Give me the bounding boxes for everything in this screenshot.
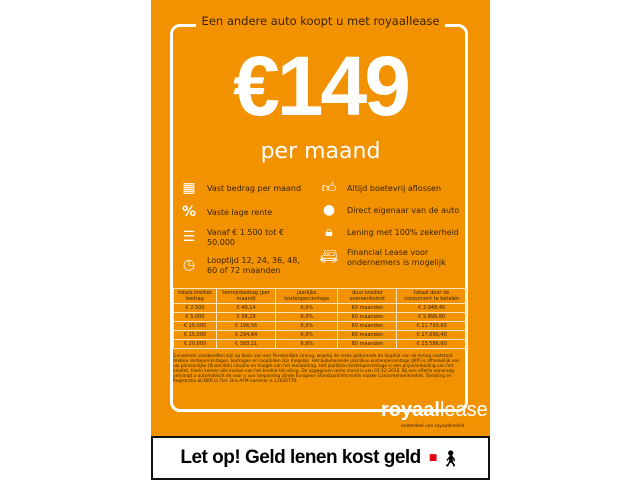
feature-duration: ◷ Looptijd 12, 24, 36, 48, 60 of 72 maand… xyxy=(182,256,300,275)
table-cell: 60 maanden xyxy=(337,330,398,340)
exit-sign-icon: ■ xyxy=(428,453,438,463)
table-row: € 5.000 € 98,28 6,9% 60 maanden € 5.896,80 xyxy=(173,312,467,322)
advertisement-poster: Een andere auto koopt u met royaallease … xyxy=(151,0,490,480)
table-cell: € 49,14 xyxy=(215,303,277,313)
feature-fixed-amount: ▦ Vast bedrag per maand xyxy=(182,180,302,197)
table-cell: 6,9% xyxy=(275,303,339,313)
table-cell: € 17.690,40 xyxy=(396,330,467,340)
table-cell: € 393,11 xyxy=(215,339,277,349)
table-cell: 6,9% xyxy=(275,312,339,322)
logo-subtitle: onderdeel van royaalkrediet xyxy=(401,424,465,429)
table-cell: 60 maanden xyxy=(337,339,398,349)
column-header: termijnbedrag (per maand) xyxy=(215,288,277,304)
table-row: € 2.500 € 49,14 6,9% 60 maanden € 2.948,40 xyxy=(173,303,467,313)
table-cell: 60 maanden xyxy=(337,312,398,322)
fine-print: Genoemde voorbeelden zijn op basis van e… xyxy=(173,354,460,384)
table-cell: € 5.896,80 xyxy=(396,312,467,322)
lock-icon: 🔒︎ xyxy=(325,224,333,241)
feature-amount-range: ☰ Vanaf € 1.500 tot € 50.000 xyxy=(181,226,291,250)
table-cell: € 20.000 xyxy=(173,339,217,349)
table-cell: € 10.000 xyxy=(173,321,217,331)
column-header: jaarlijks kostenpercentage xyxy=(275,288,339,304)
table-row: € 15.000 € 294,84 6,9% 60 maanden € 17.690,4… xyxy=(173,330,467,340)
walking-person-icon: 🚶︎ xyxy=(440,448,461,468)
table-cell: 60 maanden xyxy=(337,303,398,313)
thumbs-up-icon: 👍︎ xyxy=(321,180,337,197)
percent-icon: % xyxy=(181,204,197,221)
table-cell: € 2.948,40 xyxy=(396,303,467,313)
column-header: totaal door de consument te betalen xyxy=(396,288,467,304)
column-header: duur krediet overeenkomst xyxy=(337,288,398,304)
table-row: € 10.000 € 196,56 6,9% 60 maanden € 11.793,6… xyxy=(173,321,467,331)
table-cell: € 2.500 xyxy=(173,303,217,313)
royaallease-logo: royaallease xyxy=(381,399,488,421)
feature-certainty: 🔒︎ Lening met 100% zekerheid xyxy=(321,224,466,241)
coins-icon: ☰ xyxy=(182,229,196,246)
table-cell: € 98,28 xyxy=(215,312,277,322)
clock-icon: ◷ xyxy=(182,257,196,274)
per-month: per maand xyxy=(260,139,381,164)
feature-repay: 👍︎ Altijd boetevrij aflossen xyxy=(321,180,442,197)
table-cell: € 5.000 xyxy=(173,312,217,322)
feature-owner: ● Direct eigenaar van de auto xyxy=(322,202,460,219)
column-header: totale krediet bedrag xyxy=(173,288,217,304)
feature-low-rate: % Vaste lage rente xyxy=(181,204,273,221)
price: €149 xyxy=(233,39,411,133)
table-cell: 6,9% xyxy=(275,330,339,340)
table-cell: € 11.793,60 xyxy=(396,321,467,331)
table-cell: € 196,56 xyxy=(215,321,277,331)
warning-text: Let op! Geld lenen kost geld xyxy=(180,447,421,468)
van-icon: 🚐︎ xyxy=(320,249,338,266)
table-cell: 60 maanden xyxy=(337,321,398,331)
table-cell: € 15.000 xyxy=(173,330,217,340)
calendar-icon: ▦ xyxy=(182,180,196,197)
table-row: € 20.000 € 393,11 6,9% 60 maanden € 23.586,6… xyxy=(173,339,467,349)
warning-banner: Let op! Geld lenen kost geld ■ 🚶︎ xyxy=(151,436,490,480)
table-cell: € 23.586,60 xyxy=(396,339,467,349)
table-cell: € 294,84 xyxy=(215,330,277,340)
person-icon: ● xyxy=(322,202,336,219)
feature-lease: 🚐︎ Financial Lease voor ondernemers is mo… xyxy=(320,248,446,267)
tagline: Een andere auto koopt u met royaallease xyxy=(195,14,446,28)
table-cell: 6,9% xyxy=(275,339,339,349)
table-cell: 6,9% xyxy=(275,321,339,331)
loan-table: totale krediet bedrag termijnbedrag (per… xyxy=(173,288,467,349)
